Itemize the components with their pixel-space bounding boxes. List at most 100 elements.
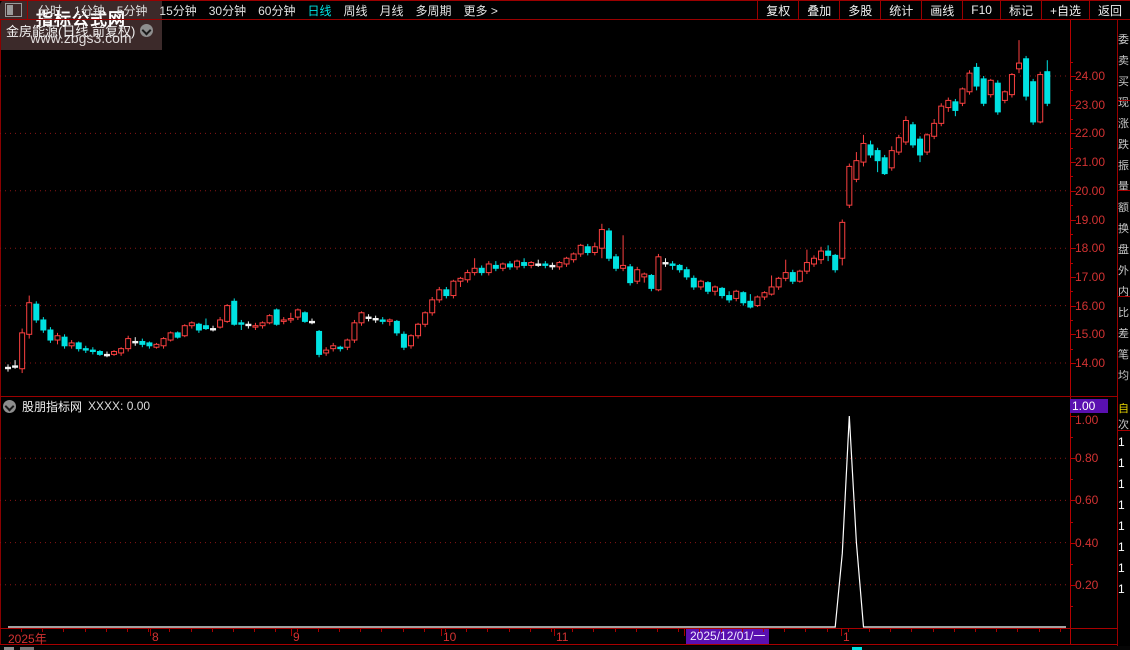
axis-tick (1070, 219, 1076, 221)
axis-tick (1070, 521, 1073, 523)
candle-body (641, 273, 648, 278)
candle-body (372, 318, 379, 321)
candle-body (931, 122, 938, 137)
clipped-text-fragment: 差 (1118, 328, 1129, 340)
candle-body (436, 289, 443, 301)
candle-body (174, 332, 181, 338)
minor-time-tick (975, 629, 976, 632)
axis-tick (1070, 205, 1073, 207)
candle-body (457, 277, 464, 282)
candle-body (938, 105, 945, 124)
candle-body (231, 300, 238, 325)
indicator-name: 股朋指标网 (22, 399, 83, 414)
menu-item-分时[interactable]: 分时 (38, 3, 63, 18)
candle-body (818, 250, 825, 261)
minor-time-tick (529, 629, 531, 632)
window-split-icon[interactable] (5, 3, 22, 17)
candle-body (181, 325, 188, 337)
candle-body (464, 272, 471, 281)
clipped-text-fragment: 内 (1118, 286, 1129, 298)
candle-body (1001, 91, 1008, 101)
menu-item-多周期[interactable]: 多周期 (415, 3, 452, 18)
axis-tick (1070, 363, 1076, 364)
selected-date-label: 2025/12/01/一 (686, 629, 770, 644)
price-label: 16.00 (1075, 298, 1106, 313)
candle-body (733, 290, 740, 299)
menu-item-30分钟[interactable]: 30分钟 (208, 3, 247, 18)
candle-body (1037, 74, 1044, 123)
minor-time-tick (317, 629, 319, 632)
toolbar-button-叠加[interactable]: 叠加 (798, 1, 839, 19)
axis-tick (1070, 76, 1076, 77)
minor-time-tick (953, 629, 955, 632)
axis-tick (1070, 563, 1073, 565)
toolbar-button-画线[interactable]: 画线 (921, 1, 962, 19)
clipped-text-fragment: 现 (1118, 97, 1129, 109)
axis-tick (1070, 248, 1076, 250)
candle-body (634, 269, 641, 282)
left-frame-border (0, 20, 1, 645)
minor-time-tick (572, 629, 574, 632)
menu-item-5分钟[interactable]: 5分钟 (116, 3, 148, 18)
toolbar-button-返回[interactable]: 返回 (1088, 1, 1130, 19)
menu-item-更多 >[interactable]: 更多 > (463, 3, 498, 18)
right-strip-border (1117, 20, 1118, 650)
menu-item-15分钟[interactable]: 15分钟 (159, 3, 197, 18)
candle-body (740, 292, 747, 304)
main-candlestick-chart[interactable] (0, 20, 1070, 396)
candle-body (1030, 81, 1037, 123)
tool-menu: 复权 叠加 多股 统计 画线 F10 标记 +自选 返回 (757, 1, 1130, 19)
chevron-down-icon[interactable] (3, 399, 16, 413)
clipped-right-panel: 委卖买现涨跌振量额换盘外内比差笔均自次 1 1 1 1 1 1 1 1 (1118, 20, 1130, 600)
minor-time-tick (402, 629, 404, 632)
clipped-text-fragment: 涨 (1118, 118, 1129, 130)
menu-item-周线[interactable]: 周线 (343, 3, 368, 18)
candlestick-svg[interactable] (0, 20, 1070, 396)
strip-divider (1118, 100, 1130, 101)
candle-body (217, 319, 224, 328)
menu-item-月线[interactable]: 月线 (379, 3, 404, 18)
axis-tick (1070, 176, 1073, 178)
menu-item-60分钟[interactable]: 60分钟 (258, 3, 296, 18)
clipped-text-fragment (20, 647, 34, 650)
watermark-url: www.zbgs3.com (30, 29, 132, 46)
candle-body (499, 263, 506, 269)
toolbar-button-+自选[interactable]: +自选 (1040, 1, 1089, 19)
candle-body (556, 262, 563, 268)
minor-time-tick (63, 629, 65, 632)
indicator-svg[interactable] (0, 412, 1070, 628)
clipped-text-fragment: 卖 (1118, 55, 1129, 67)
minor-time-tick (148, 629, 150, 632)
chevron-down-icon[interactable] (140, 24, 154, 37)
candle-body (259, 322, 266, 327)
minor-time-tick (360, 629, 362, 632)
candle-body (89, 349, 96, 353)
toolbar-button-标记[interactable]: 标记 (999, 1, 1041, 19)
candle-body (994, 82, 1001, 113)
toolbar-button-多股[interactable]: 多股 (839, 1, 880, 19)
candle-body (867, 144, 874, 156)
menu-item-1分钟[interactable]: 1分钟 (74, 3, 105, 18)
clipped-text-fragment: 额 (1118, 202, 1129, 214)
minor-time-tick (487, 629, 489, 632)
axis-tick (1070, 416, 1076, 417)
candle-body (301, 312, 308, 322)
clipped-text-fragment: 买 (1118, 76, 1129, 88)
clipped-text-fragment: 外 (1118, 265, 1129, 277)
axis-tick (1070, 584, 1076, 586)
toolbar-button-F10[interactable]: F10 (962, 1, 1000, 19)
minor-time-tick (911, 629, 913, 632)
candle-body (726, 295, 733, 301)
menu-item-日线[interactable]: 日线 (307, 3, 332, 18)
candle-body (966, 72, 973, 93)
clipped-text-fragment: 量 (1118, 181, 1129, 193)
price-label: 23.00 (1075, 97, 1106, 112)
indicator-chart[interactable] (0, 412, 1070, 628)
toolbar-button-统计[interactable]: 统计 (880, 1, 921, 19)
clipped-text-fragment (4, 647, 14, 650)
toolbar-divider (27, 1, 28, 19)
minor-time-tick (254, 629, 256, 632)
minor-time-tick (84, 629, 86, 632)
strip-divider (1118, 190, 1130, 191)
toolbar-button-复权[interactable]: 复权 (757, 1, 798, 19)
